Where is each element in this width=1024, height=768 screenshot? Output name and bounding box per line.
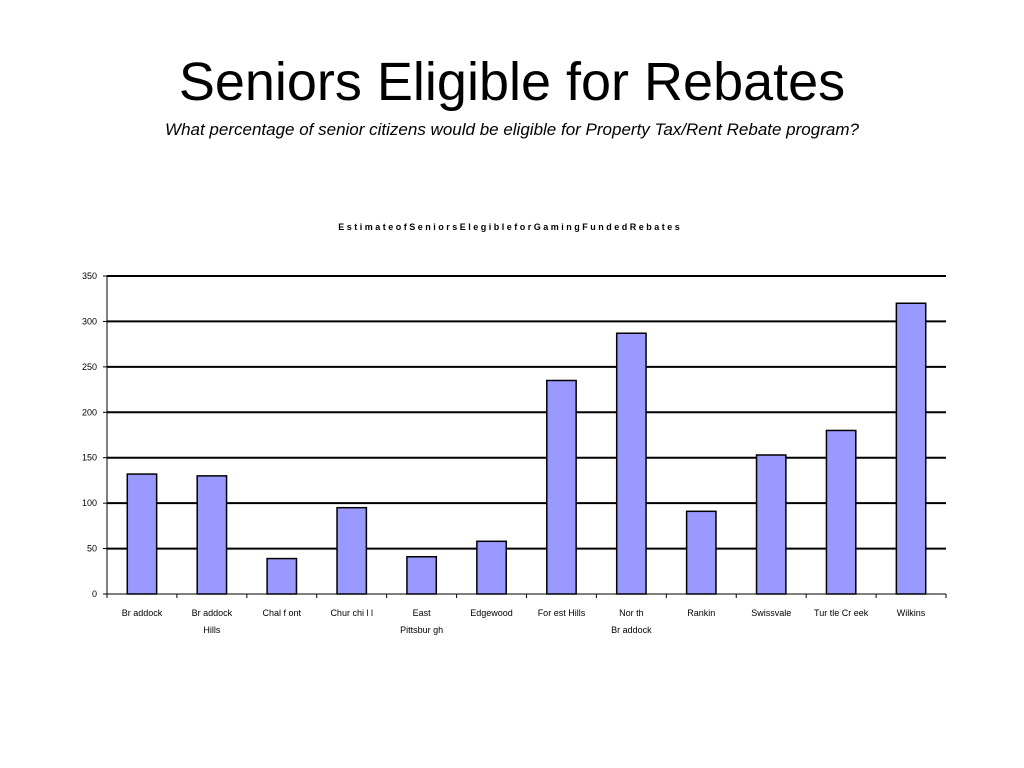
y-tick-label: 350 xyxy=(82,271,97,281)
x-tick-label: Wilkins xyxy=(897,608,926,618)
x-tick-label: Br addock xyxy=(611,625,652,635)
slide-title: Seniors Eligible for Rebates xyxy=(178,52,846,112)
bar xyxy=(615,332,647,595)
x-tick-label: Tur tle Cr eek xyxy=(814,608,869,618)
bar xyxy=(895,302,927,595)
gridlines xyxy=(107,275,946,550)
bar xyxy=(196,475,228,595)
bar xyxy=(546,379,577,595)
x-tick-labels: Br addock Br addock Hills Chal f ont Chur ch… xyxy=(122,608,926,635)
x-tick-label: Br addock xyxy=(122,608,163,618)
x-tick-label: Chur chi l l xyxy=(330,608,373,618)
bar xyxy=(126,473,158,595)
bars xyxy=(126,302,927,595)
y-tick-label: 150 xyxy=(82,453,97,463)
x-tick-label: Pittsbur gh xyxy=(400,625,443,635)
y-tick-labels: 0 50 100 150 200 250 300 350 xyxy=(82,271,97,599)
slide-subtitle: What percentage of senior citizens would… xyxy=(165,120,859,139)
bar xyxy=(685,510,717,595)
y-tick-label: 50 xyxy=(87,544,97,554)
bar xyxy=(825,429,857,595)
x-tick-label: Nor th xyxy=(619,608,644,618)
y-tick-label: 200 xyxy=(82,407,97,417)
y-tick-label: 250 xyxy=(82,362,97,372)
x-tick-label: Hills xyxy=(203,625,220,635)
axes xyxy=(103,275,947,598)
y-tick-label: 100 xyxy=(82,498,97,508)
bar xyxy=(336,506,368,595)
x-tick-label: Rankin xyxy=(687,608,715,618)
bar xyxy=(406,555,438,595)
chart-title: E s t i m a t e o f S e n i o r s E l e … xyxy=(338,222,680,232)
x-tick-label: Swissvale xyxy=(751,608,791,618)
x-tick-label: Br addock xyxy=(192,608,233,618)
x-tick-label: Edgewood xyxy=(470,608,513,618)
x-tick-label: Chal f ont xyxy=(263,608,302,618)
bar xyxy=(755,454,787,595)
y-tick-label: 0 xyxy=(92,589,97,599)
x-tick-label: For est Hills xyxy=(538,608,586,618)
x-tick-label: East xyxy=(413,608,432,618)
bar xyxy=(476,540,507,595)
bar xyxy=(266,557,298,595)
y-tick-label: 300 xyxy=(82,316,97,326)
